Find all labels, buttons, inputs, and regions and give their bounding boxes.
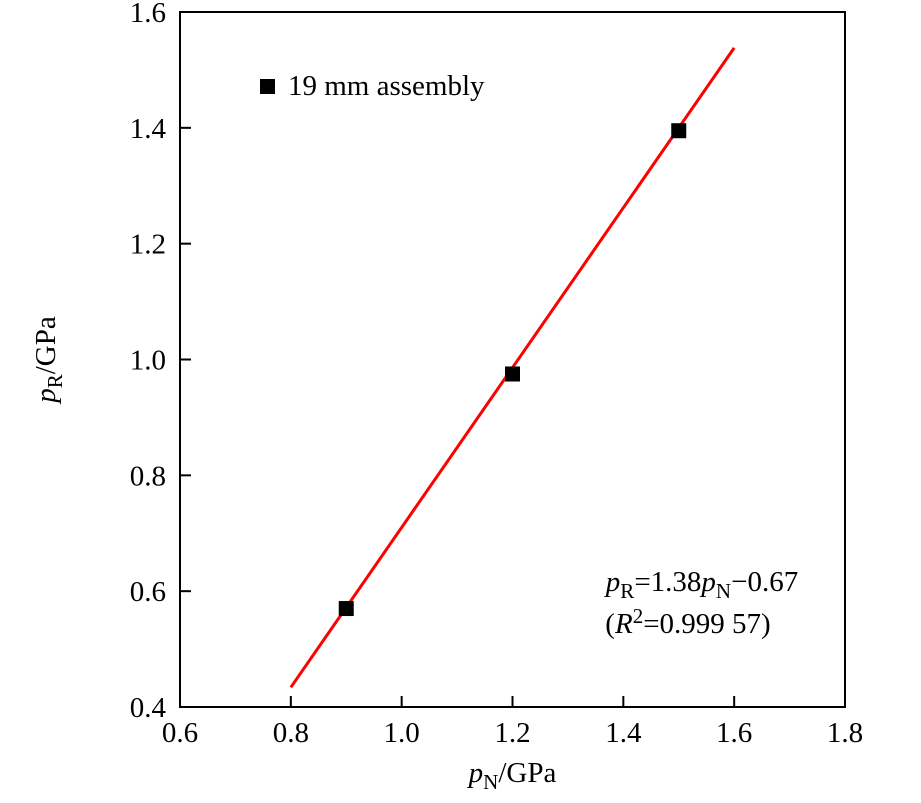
x-tick-label: 1.8 <box>827 717 863 749</box>
x-tick-label: 1.0 <box>384 717 420 749</box>
y-tick-label: 1.6 <box>130 0 166 29</box>
legend-label: 19 mm assembly <box>288 70 485 102</box>
r-squared: (R2=0.999 57) <box>605 604 770 640</box>
data-point <box>505 366 520 382</box>
y-tick-label: 0.6 <box>130 576 166 608</box>
x-tick-label: 1.4 <box>605 717 642 749</box>
x-tick-label: 0.6 <box>162 717 198 749</box>
y-tick-label: 0.8 <box>130 460 166 492</box>
x-tick-label: 1.6 <box>716 717 752 749</box>
x-axis-title: pN/GPa <box>467 757 557 794</box>
fit-equation: pR=1.38pN−0.67 <box>604 566 798 603</box>
data-point <box>671 123 687 139</box>
data-point <box>338 601 354 617</box>
y-tick-label: 1.0 <box>130 345 166 377</box>
legend-marker <box>260 79 275 94</box>
y-axis-title: pR/GPa <box>30 316 67 405</box>
y-tick-label: 1.2 <box>130 229 166 261</box>
x-tick-label: 0.8 <box>273 717 309 749</box>
y-tick-label: 1.4 <box>130 113 167 145</box>
x-tick-label: 1.2 <box>494 717 530 749</box>
plot-frame <box>179 11 846 708</box>
y-tick-label: 0.4 <box>130 692 167 724</box>
